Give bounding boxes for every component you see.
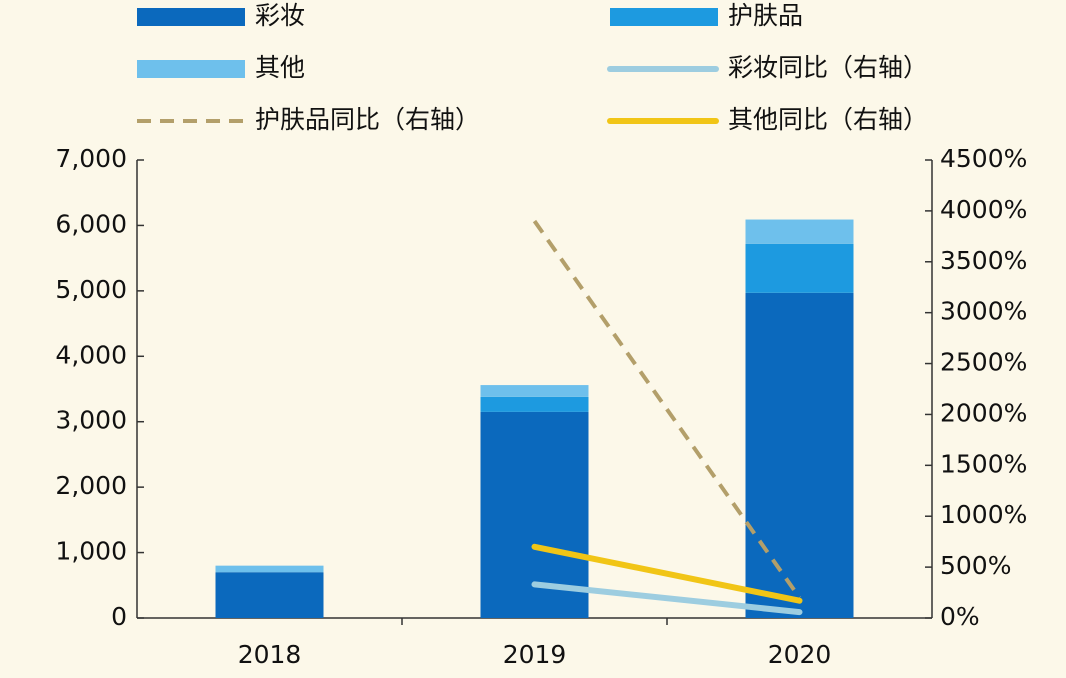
y-tick-label: 7,000	[55, 144, 127, 173]
bar	[745, 243, 854, 293]
y2-tick-label: 2000%	[940, 398, 1027, 427]
bar	[215, 565, 324, 573]
y-tick-label: 6,000	[55, 209, 127, 238]
y2-tick-label: 4500%	[940, 144, 1027, 173]
bar	[745, 219, 854, 244]
y-tick-label: 5,000	[55, 275, 127, 304]
y2-tick-label: 3000%	[940, 297, 1027, 326]
legend-swatch	[610, 8, 718, 26]
y-tick-label: 1,000	[55, 537, 127, 566]
y2-tick-label: 4000%	[940, 195, 1027, 224]
y2-tick-label: 1500%	[940, 449, 1027, 478]
y-tick-label: 4,000	[55, 340, 127, 369]
y-tick-label: 2,000	[55, 471, 127, 500]
legend-swatch	[137, 60, 245, 78]
y2-tick-label: 3500%	[940, 246, 1027, 275]
line-series	[532, 219, 802, 599]
bar	[480, 385, 589, 397]
legend-label: 护肤品同比（右轴）	[255, 105, 480, 134]
bar	[215, 572, 324, 618]
y2-tick-label: 0%	[940, 602, 980, 631]
x-tick-label: 2019	[503, 640, 567, 669]
legend-label: 彩妆同比（右轴）	[728, 53, 928, 82]
y2-tick-label: 1000%	[940, 500, 1027, 529]
x-tick-label: 2020	[768, 640, 832, 669]
legend-label: 其他	[255, 53, 305, 82]
line-series	[531, 543, 803, 604]
legend-label: 其他同比（右轴）	[728, 105, 928, 134]
x-tick-label: 2018	[238, 640, 302, 669]
y2-tick-label: 500%	[940, 551, 1011, 580]
y2-tick-label: 2500%	[940, 348, 1027, 377]
y-tick-label: 0	[111, 602, 127, 631]
bar	[480, 396, 589, 412]
legend-label: 护肤品	[728, 1, 803, 30]
bar	[745, 292, 854, 618]
legend-swatch	[137, 8, 245, 26]
y-tick-label: 3,000	[55, 406, 127, 435]
line-series	[531, 581, 803, 616]
legend-label: 彩妆	[255, 1, 305, 30]
